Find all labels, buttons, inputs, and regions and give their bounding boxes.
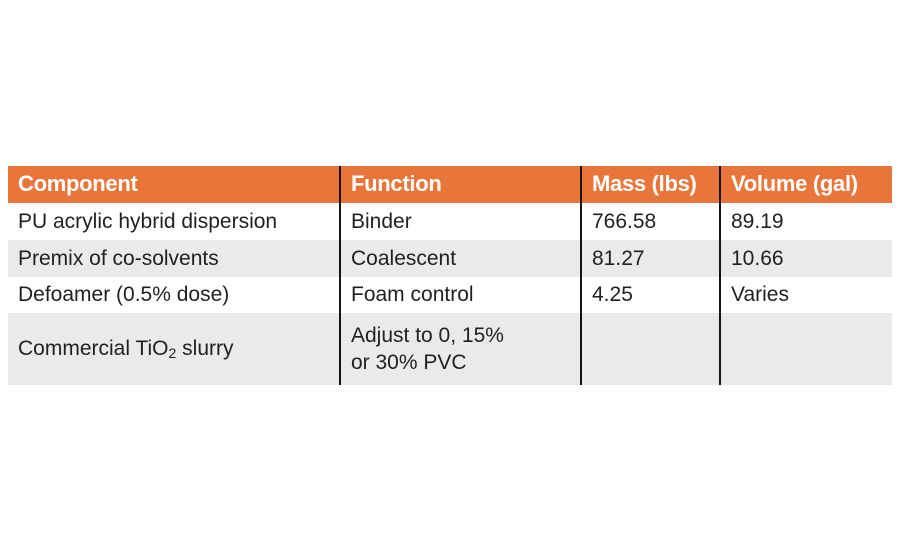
table-row: Commercial TiO2 slurry Adjust to 0, 15% … bbox=[8, 313, 892, 385]
function-line-2: or 30% PVC bbox=[351, 351, 467, 374]
cell-volume bbox=[720, 313, 892, 385]
table-row: Defoamer (0.5% dose) Foam control 4.25 V… bbox=[8, 277, 892, 313]
cell-component: Commercial TiO2 slurry bbox=[8, 313, 341, 385]
cell-mass: 766.58 bbox=[581, 203, 721, 240]
cell-component: Premix of co-solvents bbox=[8, 240, 341, 277]
component-text: Commercial TiO bbox=[18, 337, 169, 360]
cell-mass: 4.25 bbox=[581, 277, 721, 313]
cell-mass: 81.27 bbox=[581, 240, 721, 277]
cell-function: Foam control bbox=[340, 277, 582, 313]
col-header-volume: Volume (gal) bbox=[720, 166, 892, 203]
formulation-table: Component Function Mass (lbs) Volume (ga… bbox=[8, 166, 892, 385]
function-line-1: Adjust to 0, 15% bbox=[351, 324, 504, 347]
cell-function: Coalescent bbox=[340, 240, 582, 277]
cell-function: Binder bbox=[340, 203, 582, 240]
table-row: PU acrylic hybrid dispersion Binder 766.… bbox=[8, 203, 892, 240]
col-header-mass: Mass (lbs) bbox=[581, 166, 721, 203]
col-header-function: Function bbox=[340, 166, 582, 203]
col-header-component: Component bbox=[8, 166, 341, 203]
component-subscript: 2 bbox=[168, 345, 177, 362]
header-row: Component Function Mass (lbs) Volume (ga… bbox=[8, 166, 892, 203]
cell-component: PU acrylic hybrid dispersion bbox=[8, 203, 341, 240]
cell-volume: Varies bbox=[720, 277, 892, 313]
table-row: Premix of co-solvents Coalescent 81.27 1… bbox=[8, 240, 892, 277]
cell-volume: 89.19 bbox=[720, 203, 892, 240]
cell-mass bbox=[581, 313, 721, 385]
component-text: slurry bbox=[176, 337, 234, 360]
cell-component: Defoamer (0.5% dose) bbox=[8, 277, 341, 313]
cell-function: Adjust to 0, 15% or 30% PVC bbox=[340, 313, 582, 385]
cell-volume: 10.66 bbox=[720, 240, 892, 277]
